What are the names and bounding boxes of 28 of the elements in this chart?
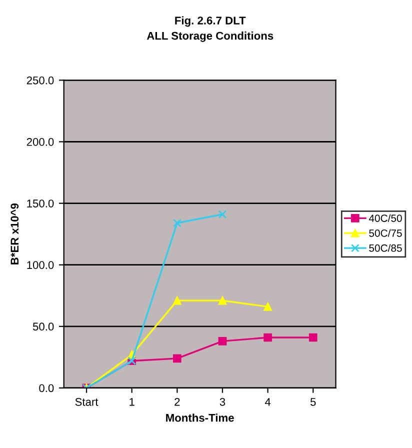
y-axis-title: B*ER x10^9: [10, 203, 19, 264]
x-tick-label: 4: [264, 398, 271, 406]
y-tick-label: 50.0: [32, 322, 54, 331]
y-tick-label: 0.0: [39, 384, 54, 392]
x-tick-label: Start: [75, 398, 98, 406]
y-tick-label: 150.0: [27, 200, 54, 208]
point: [264, 302, 272, 311]
legend-label: 50C/75: [369, 229, 402, 237]
legend-label: 40C/50: [368, 214, 402, 222]
chart-subtitle: ALL Storage Conditions: [146, 32, 274, 42]
y-tick-label: 100.0: [27, 261, 54, 269]
legend-label: 50C/85: [369, 244, 402, 252]
x-tick-label: 2: [174, 398, 180, 406]
y-tick-label: 200.0: [26, 138, 54, 146]
y-tick-label: 250.0: [26, 76, 54, 84]
point: [172, 354, 182, 363]
point: [218, 210, 227, 219]
point: [218, 296, 227, 305]
x-tick-label: 5: [310, 398, 316, 406]
point: [172, 296, 182, 305]
point: [172, 218, 182, 228]
x-tick-label: 1: [130, 398, 134, 406]
point: [264, 333, 272, 342]
point: [218, 337, 227, 346]
x-tick-label: 3: [220, 398, 226, 406]
point: [308, 333, 318, 342]
chart-title: Fig. 2.6.7 DLT: [175, 16, 246, 27]
x-axis-title: Months-Time: [166, 414, 234, 422]
